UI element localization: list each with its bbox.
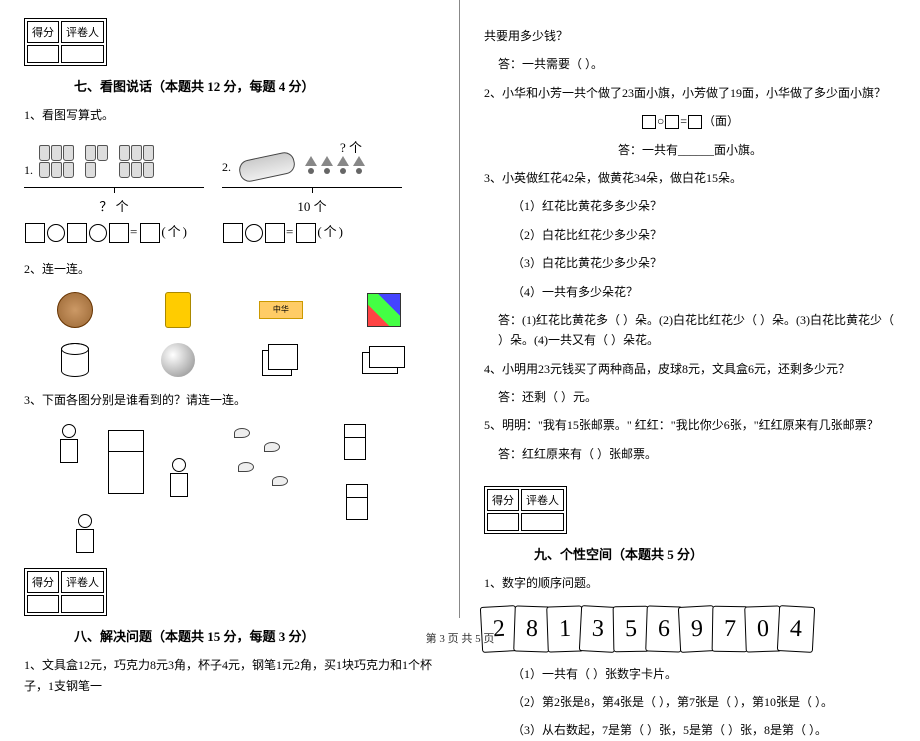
right-column: 共要用多少钱？ 答：一共需要（ ）。 2、小华和小芳一共个做了23面小旗，小芳做… [460,0,920,618]
score-box-7: 得分评卷人 [24,18,107,66]
cube-icon [262,344,300,376]
q9-1: 1、数字的顺序问题。 [484,573,896,593]
pencil-case-icon [237,151,296,184]
figure-row: 1. ？ 个 =(个) ? 个 2. 10 个 =(个) [24,135,435,249]
cup-group-1 [39,145,79,178]
basketball-icon [57,292,93,328]
figure-2: ? 个 2. 10 个 =(个) [222,135,402,249]
rubik-cube-icon [367,293,401,327]
q8-3-ans: 答：(1)红花比黄花多（ ）朵。(2)白花比红花少（ ）朵。(3)白花比黄花少（… [498,310,896,351]
q8-2-ans: 答：一共有______面小旗。 [484,140,896,160]
left-column: 得分评卷人 七、看图说话（本题共 12 分，每题 4 分） 1、看图写算式。 1… [0,0,460,618]
fig2-top: ? 个 [222,137,362,156]
sphere-icon [161,343,195,377]
equation-2: =(个) [222,221,402,243]
figure-1: 1. ？ 个 =(个) [24,145,204,249]
q8-3-2: （2）白花比红花少多少朵？ [512,225,896,245]
cylinder-icon [61,343,89,377]
score-box-8: 得分评卷人 [24,568,107,616]
q7-2: 2、连一连。 [24,259,435,279]
person-2 [164,458,194,504]
can-icon [165,292,191,328]
q8-1-cont: 共要用多少钱？ [484,26,896,46]
q8-3-1: （1）红花比黄花多多少朵？ [512,196,896,216]
eraser-icon: 中华 [259,301,303,319]
q8-5: 5、明明："我有15张邮票。" 红红："我比你少6张，"红红原来有几张邮票？ [484,415,896,435]
q8-1-ans: 答：一共需要（ ）。 [498,54,896,74]
fig1-number: 1. [24,163,33,178]
view-4 [272,476,288,486]
fig1-qmark: ？ 个 [24,196,204,215]
q8-1: 1、文具盒12元，巧克力8元3角，杯子4元，钢笔1元2角，买1块巧克力和1个杯子… [24,655,435,696]
cup-group-3 [119,145,159,178]
fig2-bottom: 10 个 [222,196,402,215]
perspective-scene [24,418,435,568]
q9-1-1: （1）一共有（ ）张数字卡片。 [512,664,896,684]
fig2-number: 2. [222,160,231,175]
fridge-view-2 [346,484,368,520]
q7-3: 3、下面各图分别是谁看到的？请连一连。 [24,390,435,410]
q8-2: 2、小华和小芳一共个做了23面小旗，小芳做了19面，小华做了多少面小旗？ [484,83,896,103]
section-9-title: 九、个性空间（本题共 5 分） [534,544,896,563]
view-1 [234,428,250,438]
score-box-9: 得分评卷人 [484,486,567,534]
q8-4-ans: 答：还剩（ ）元。 [498,387,896,407]
q8-4: 4、小明用23元钱买了两种商品，皮球8元，文具盒6元，还剩多少元？ [484,359,896,379]
fridge-large [108,430,144,494]
q7-1: 1、看图写算式。 [24,105,435,125]
q8-5-ans: 答：红红原来有（ ）张邮票。 [498,444,896,464]
q8-3: 3、小英做红花42朵，做黄花34朵，做白花15朵。 [484,168,896,188]
person-3 [70,514,100,560]
shapes-bottom-row [24,340,435,380]
section-7-title: 七、看图说话（本题共 12 分，每题 4 分） [74,76,435,95]
q9-1-3: （3）从右数起，7是第（ ）张，5是第（ ）张，8是第（ ）。 [512,720,896,740]
objects-top-row: 中华 [24,290,435,330]
q8-2-eq: ○=（面） [484,111,896,131]
view-2 [264,442,280,452]
q9-1-2: （2）第2张是8，第4张是（ ），第7张是（ ），第10张是（ ）。 [512,692,896,712]
page-footer: 第 3 页 共 5 页 [0,630,920,646]
q8-3-3: （3）白花比黄花少多少朵？ [512,253,896,273]
equation-1: =(个) [24,221,204,243]
q8-3-4: （4）一共有多少朵花？ [512,282,896,302]
fridge-view-1 [344,424,366,460]
person-1 [54,424,84,470]
shuttlecocks [303,156,367,178]
view-3 [238,462,254,472]
cuboid-icon [362,346,406,374]
cup-group-2 [85,145,113,178]
